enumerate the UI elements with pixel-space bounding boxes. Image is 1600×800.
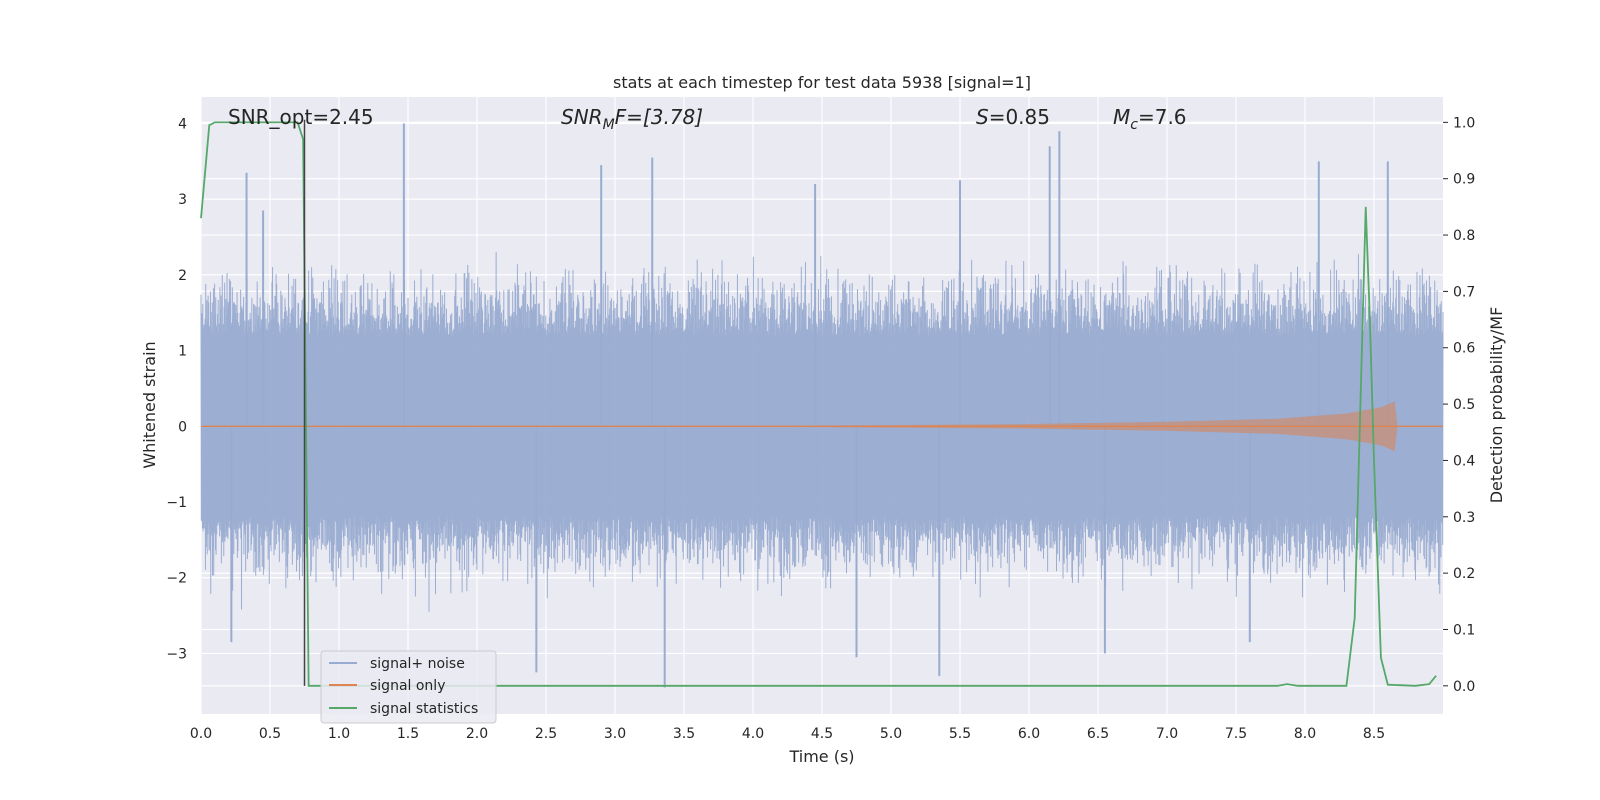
annotation-mc: Mc=7.6 xyxy=(1113,105,1187,133)
y-right-tick-label: 0.8 xyxy=(1453,228,1475,244)
y-left-tick-label: −2 xyxy=(166,571,187,587)
x-tick-label: 3.0 xyxy=(604,726,626,742)
y-right-tick-label: 0.9 xyxy=(1453,172,1475,188)
annotation-mc-sub: c xyxy=(1130,117,1138,133)
x-tick-label: 7.5 xyxy=(1225,726,1247,742)
annotation-s-name: S xyxy=(976,105,989,129)
legend-label-signal-only: signal only xyxy=(370,678,445,694)
x-tick-label: 3.5 xyxy=(673,726,695,742)
signal-statistics-line xyxy=(200,121,1437,687)
annotation-snr-opt: SNR_opt=2.45 xyxy=(228,105,374,129)
x-tick-label: 1.0 xyxy=(328,726,350,742)
x-tick-label: 6.0 xyxy=(1018,726,1040,742)
x-tick-label: 0.0 xyxy=(190,726,212,742)
y-axis-left-ticks: −3 −2 −1 0 1 2 3 4 xyxy=(166,116,187,662)
x-tick-label: 0.5 xyxy=(259,726,281,742)
y-right-tick-label: 0.7 xyxy=(1453,284,1475,300)
annotation-snr-mf: SNRMF=[3.78] xyxy=(561,105,703,133)
series-signal-noise xyxy=(200,123,1444,688)
chart-title: stats at each timestep for test data 593… xyxy=(613,73,1031,92)
x-tick-label: 4.5 xyxy=(811,726,833,742)
annotation-mc-name: M xyxy=(1113,105,1130,129)
y-left-tick-label: 0 xyxy=(178,419,187,435)
annotation-snr-mf-name: SNR xyxy=(561,105,603,129)
series-signal-statistics xyxy=(200,121,1437,687)
annotation-snr-mf-sub: M xyxy=(603,117,615,133)
x-tick-label: 8.5 xyxy=(1363,726,1385,742)
annotation-snr-mf-rest: F=[3.78] xyxy=(615,105,703,129)
y-right-tick-label: 0.0 xyxy=(1453,679,1475,695)
legend-box xyxy=(320,650,497,724)
y-right-tick-label: 0.1 xyxy=(1453,622,1475,638)
y-left-tick-label: −3 xyxy=(166,646,187,662)
y-axis-left-title: Whitened strain xyxy=(140,341,159,468)
x-tick-label: 8.0 xyxy=(1294,726,1316,742)
x-tick-label: 7.0 xyxy=(1156,726,1178,742)
x-tick-label: 4.0 xyxy=(742,726,764,742)
y-left-tick-label: 2 xyxy=(178,268,187,284)
y-right-tick-label: 1.0 xyxy=(1453,115,1475,131)
x-tick-label: 2.5 xyxy=(535,726,557,742)
x-tick-label: 6.5 xyxy=(1087,726,1109,742)
series-signal-only xyxy=(201,401,1443,452)
x-tick-label: 5.5 xyxy=(949,726,971,742)
y-right-tick-label: 0.6 xyxy=(1453,341,1475,357)
x-axis-ticks: 0.0 0.5 1.0 1.5 2.0 2.5 3.0 3.5 4.0 4.5 5.0 5.5 6.0 6… xyxy=(190,726,1385,742)
y-left-tick-label: 4 xyxy=(178,116,187,132)
x-tick-label: 5.0 xyxy=(880,726,902,742)
y-right-tick-label: 0.4 xyxy=(1453,453,1475,469)
x-tick-label: 2.0 xyxy=(466,726,488,742)
legend: signal+ noise signal only signal statist… xyxy=(320,650,497,724)
y-right-tick-label: 0.3 xyxy=(1453,510,1475,526)
y-left-tick-label: −1 xyxy=(166,495,187,511)
annotation-s-rest: =0.85 xyxy=(989,105,1050,129)
signal-noise-trace xyxy=(200,251,1444,612)
y-right-tick-label: 0.2 xyxy=(1453,566,1475,582)
legend-label-signal-noise: signal+ noise xyxy=(370,656,465,672)
annotation-s: S=0.85 xyxy=(976,105,1050,129)
y-right-tick-label: 0.5 xyxy=(1453,397,1475,413)
y-left-tick-label: 1 xyxy=(178,344,187,360)
legend-label-signal-statistics: signal statistics xyxy=(370,701,478,717)
y-left-tick-label: 3 xyxy=(178,192,187,208)
x-tick-label: 1.5 xyxy=(397,726,419,742)
y-axis-right-title: Detection probability/MF xyxy=(1487,307,1506,504)
x-axis-title: Time (s) xyxy=(788,747,854,766)
y-axis-right-ticks: 0.0 0.1 0.2 0.3 0.4 0.5 0.6 0.7 0.8 0.9 1.0 xyxy=(1443,115,1475,695)
annotation-mc-rest: =7.6 xyxy=(1138,105,1187,129)
